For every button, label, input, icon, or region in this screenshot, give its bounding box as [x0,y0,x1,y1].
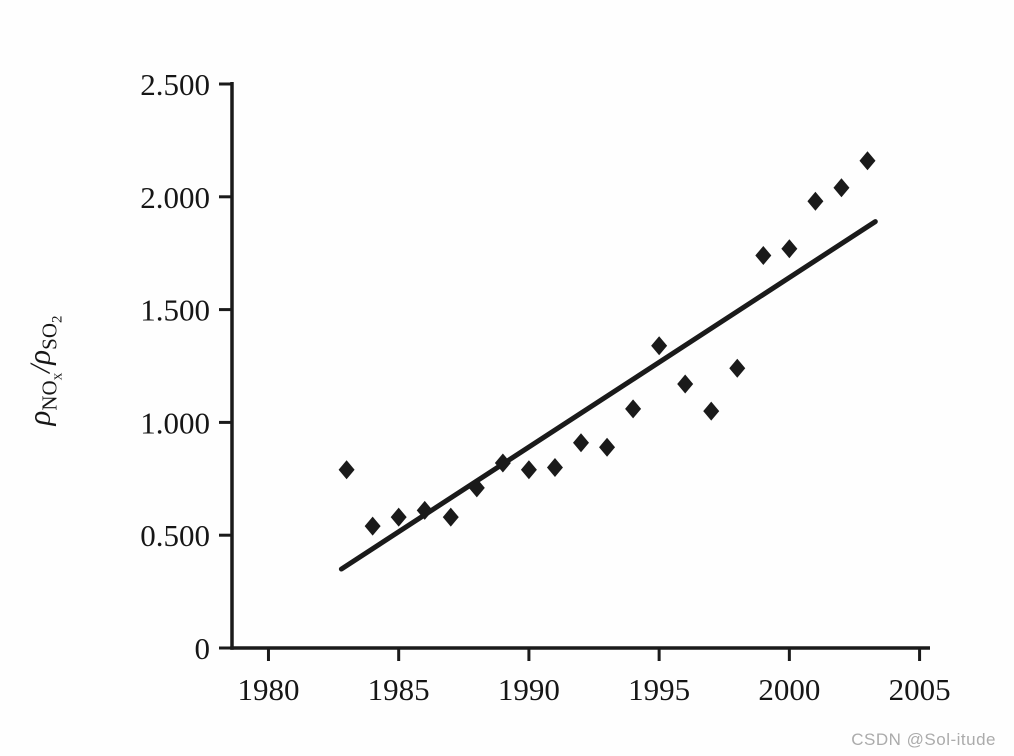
data-point [520,460,537,480]
x-tick-label: 1990 [498,672,560,707]
y-tick-label: 2.500 [140,67,210,102]
y-tick-label: 2.000 [140,180,210,215]
data-point [599,437,616,457]
y-tick-label: 1.000 [140,405,210,440]
data-point [625,399,642,419]
data-point [677,374,694,394]
data-point [859,151,876,171]
data-point [390,507,407,527]
data-point [703,401,720,421]
data-point [494,453,511,473]
trend-line [338,219,878,572]
data-point [338,460,355,480]
data-point [729,358,746,378]
data-point [807,191,824,211]
y-tick-label: 0 [195,631,211,666]
data-point [416,500,433,520]
y-tick-label: 0.500 [140,518,210,553]
data-point [442,507,459,527]
x-tick-label: 2000 [758,672,820,707]
x-tick-label: 1985 [368,672,430,707]
data-point [651,336,668,356]
data-point [364,516,381,536]
data-point [546,458,563,478]
y-tick-label: 1.500 [140,293,210,328]
data-point [833,178,850,198]
x-tick-label: 1995 [628,672,690,707]
x-tick-label: 2005 [889,672,951,707]
data-point [468,478,485,498]
x-tick-label: 1980 [237,672,299,707]
data-point [781,239,798,259]
watermark: CSDN @Sol-itude [851,730,996,749]
data-point [573,433,589,453]
data-point [755,245,772,265]
